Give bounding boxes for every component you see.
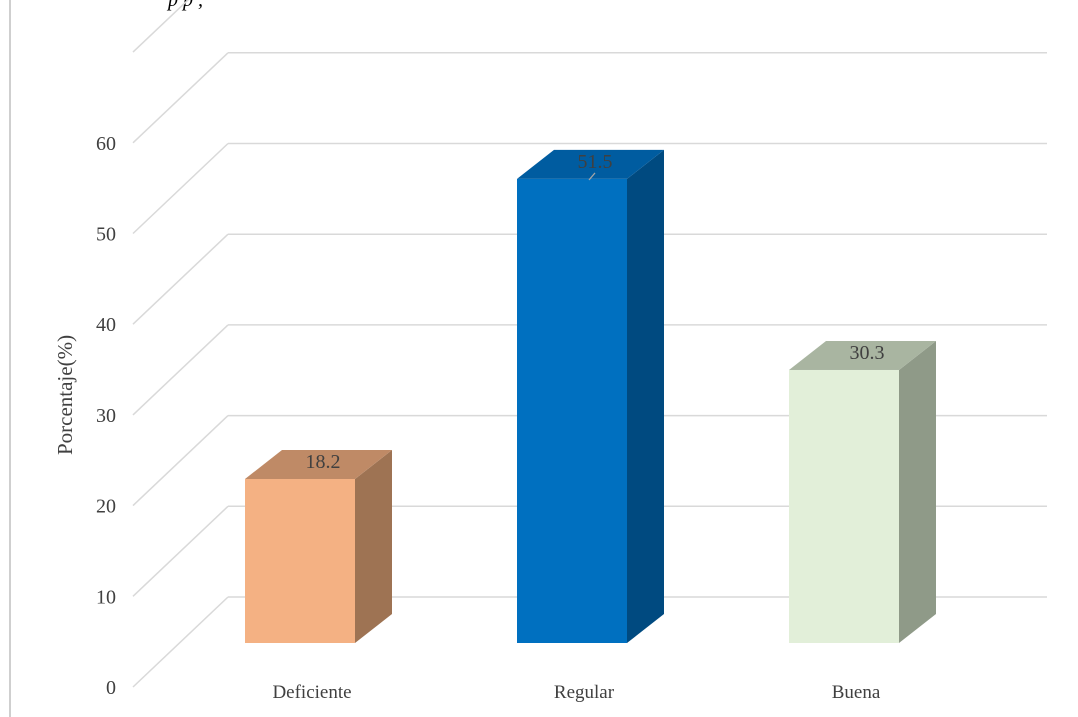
gridline-diagonal — [132, 415, 229, 507]
data-label: 18.2 — [306, 451, 341, 473]
bar-side — [627, 149, 664, 643]
y-tick-label: 60 — [96, 133, 116, 155]
gridline-diagonal — [132, 505, 229, 597]
x-category-label: Regular — [554, 682, 615, 703]
y-tick-label: 20 — [96, 496, 116, 518]
bar — [789, 369, 899, 643]
gridline-diagonal — [132, 596, 229, 688]
y-tick-label: 0 — [106, 677, 116, 699]
caption-fragment: p p , — [166, 0, 203, 11]
y-axis-label: Porcentaje(%) — [53, 335, 77, 455]
bars: 18.2 51.5 30.3 — [245, 149, 936, 643]
gridline-diagonal — [132, 324, 229, 416]
gridline-diagonal — [132, 0, 190, 53]
gridline-diagonal — [132, 142, 229, 235]
y-tick-label: 40 — [96, 314, 116, 336]
x-category-label: Deficiente — [272, 682, 351, 703]
bar-top — [517, 149, 664, 179]
bar-top — [789, 340, 936, 370]
y-tick-label: 50 — [96, 224, 116, 246]
gridline-diagonal — [132, 52, 229, 144]
gridline-diagonal — [132, 233, 229, 325]
y-axis-ticks: 0 10 20 30 40 50 60 — [96, 133, 116, 699]
bar — [517, 178, 627, 643]
bar-side — [899, 340, 936, 643]
y-tick-label: 30 — [96, 405, 116, 427]
data-label: 30.3 — [850, 342, 885, 364]
bar-side — [355, 450, 392, 643]
data-label-leader — [588, 172, 596, 181]
bar-top — [245, 450, 392, 479]
bar — [245, 479, 355, 643]
y-tick-label: 10 — [96, 586, 116, 608]
x-category-label: Buena — [832, 682, 881, 703]
x-axis-categories: Deficiente Regular Buena — [272, 682, 880, 703]
data-label: 51.5 — [578, 151, 613, 173]
